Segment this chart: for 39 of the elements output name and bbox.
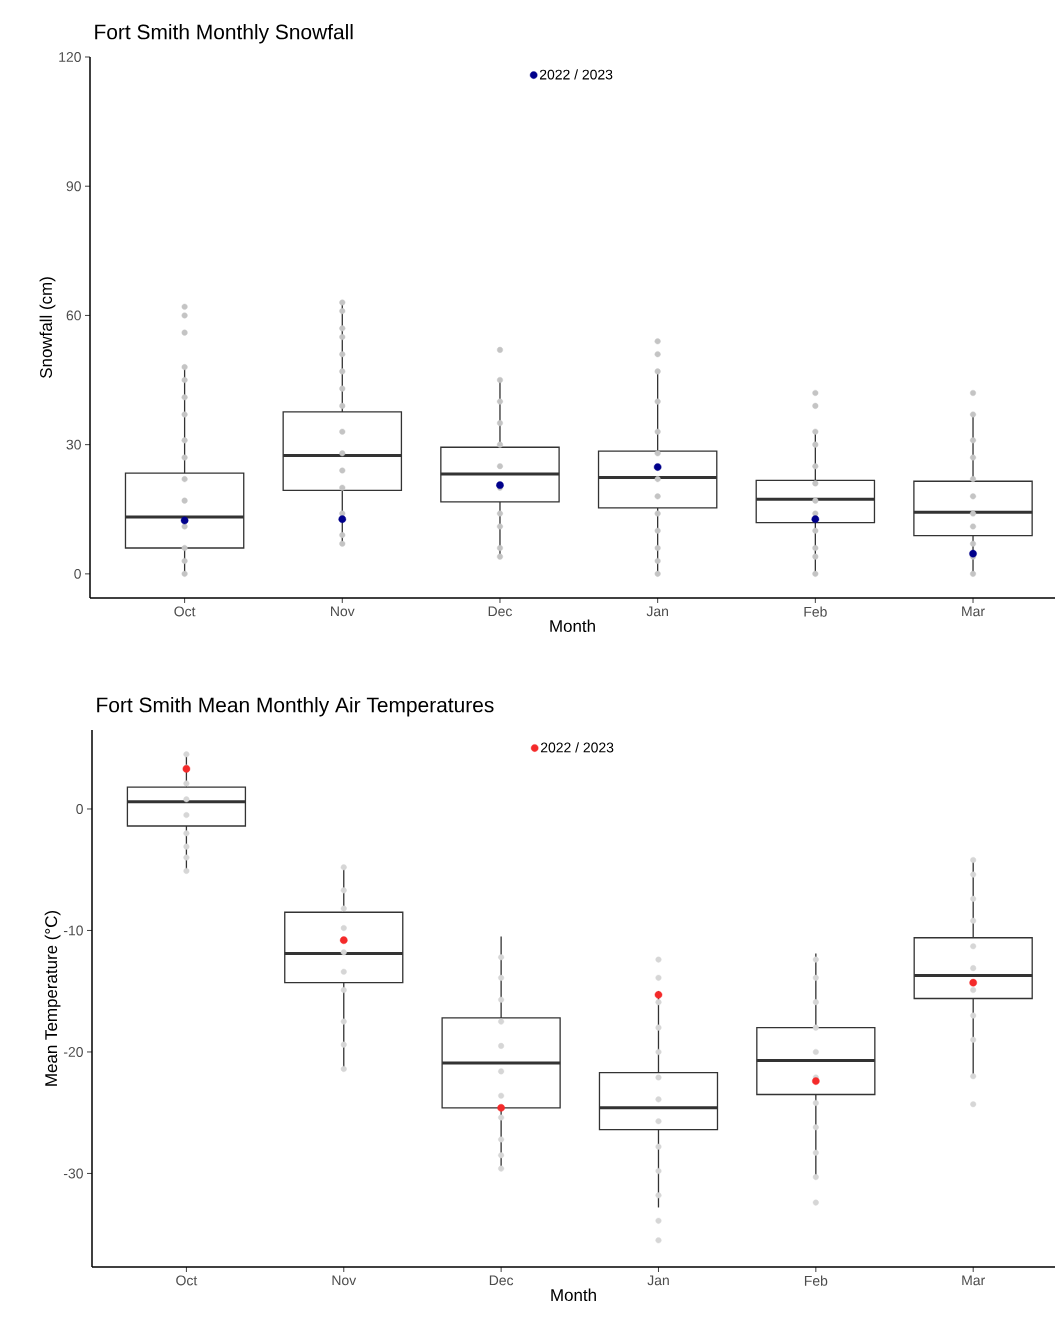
y-axis-title: Mean Temperature (°C) [44, 911, 61, 1086]
x-tick-label: Mar [962, 606, 985, 617]
y-tick-label: 120 [59, 52, 82, 62]
legend-label: 2022 / 2023 [541, 742, 614, 753]
y-tick-label: -10 [64, 925, 84, 936]
x-tick-label: Mar [962, 1275, 986, 1286]
point [180, 516, 189, 525]
y-tick-label: -20 [64, 1047, 84, 1057]
x-tick-label: Dec [489, 1275, 514, 1286]
chart-title: Fort Smith Monthly Snowfall [95, 23, 353, 44]
x-tick-label: Nov [332, 1275, 357, 1286]
y-tick-label: 60 [66, 310, 82, 321]
x-tick-label: Feb [804, 606, 827, 617]
x-tick-label: Jan [646, 606, 669, 617]
y-tick-label: 30 [66, 439, 82, 450]
point [338, 515, 347, 523]
y-axis-title: Snowfall (cm) [39, 277, 56, 379]
x-tick-label: Feb [805, 1275, 828, 1286]
y-tick-label: 0 [74, 568, 82, 579]
x-tick-label: Nov [331, 606, 355, 617]
legend-label: 2022 / 2023 [540, 69, 613, 80]
point [497, 1104, 506, 1112]
y-tick-label: 0 [76, 804, 84, 814]
chart-title: Fort Smith Mean Monthly Air Temperatures [97, 697, 494, 717]
point [969, 549, 977, 558]
x-tick-label: Jan [647, 1275, 669, 1286]
point [969, 978, 978, 987]
y-tick-label: 90 [66, 181, 82, 192]
x-tick-label: Oct [176, 1275, 198, 1286]
point [654, 991, 663, 999]
point [653, 463, 662, 471]
x-axis-title: Month [551, 1288, 597, 1302]
x-tick-label: Dec [488, 606, 513, 617]
y-tick-label: -30 [64, 1168, 84, 1179]
x-axis-title: Month [550, 619, 596, 633]
point [812, 1077, 820, 1085]
x-tick-label: Oct [174, 606, 196, 617]
point [811, 515, 820, 523]
point [340, 936, 348, 944]
